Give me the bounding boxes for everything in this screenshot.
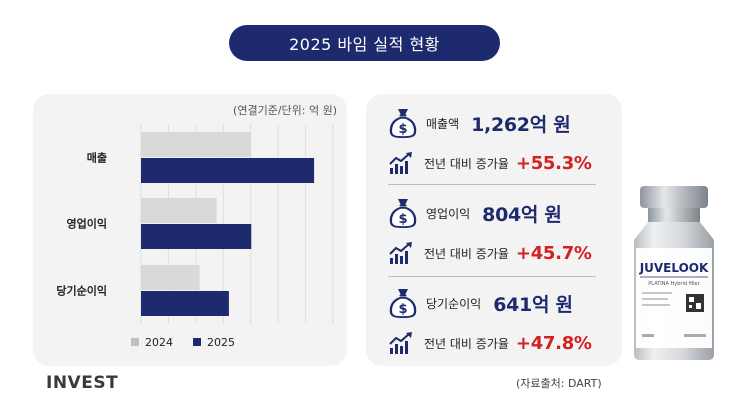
money-bag-icon: $	[389, 199, 417, 228]
vial-subtitle-text: PLATINA Hybrid filler	[648, 281, 700, 287]
vial-brand-text: JUVELOOK	[639, 261, 709, 275]
growth-label: 전년 대비 증가율	[424, 336, 509, 351]
category-label: 당기순이익	[56, 284, 107, 298]
kpi-label: 영업이익	[426, 206, 471, 221]
growth-chart-icon	[389, 332, 412, 354]
brand-logo: INVEST	[46, 373, 119, 393]
money-bag-icon: $	[389, 289, 417, 318]
legend-swatch	[131, 338, 139, 346]
kpi-value: 641억 원	[493, 293, 573, 316]
svg-text:$: $	[398, 212, 407, 227]
growth-chart-icon	[389, 152, 412, 174]
kpi-label: 매출액	[426, 116, 460, 131]
kpi-net-income: $ 당기순이익 641억 원 전년 대비 증가율 +47.8%	[366, 280, 622, 366]
bar-2024-2	[141, 198, 217, 223]
kpi-divider	[388, 276, 596, 277]
growth-label: 전년 대비 증가율	[424, 156, 509, 171]
unit-note: (연결기준/단위: 억 원)	[233, 104, 337, 117]
bar-2024-1	[141, 132, 251, 157]
bar-2025-1	[141, 158, 315, 183]
product-vial-image: JUVELOOK PLATINA Hybrid filler	[634, 186, 714, 360]
legend-label: 2025	[207, 336, 235, 349]
page-title: 2025 바임 실적 현황	[229, 25, 500, 61]
bar-2025-2	[141, 224, 252, 249]
kpi-revenue: $ 매출액 1,262억 원 전년 대비 증가율 +55.3%	[366, 100, 622, 186]
growth-label: 전년 대비 증가율	[424, 246, 509, 261]
kpi-value: 804억 원	[482, 203, 562, 226]
kpi-card: $ 매출액 1,262억 원 전년 대비 증가율 +55.3%	[366, 94, 622, 366]
kpi-operating-profit: $ 영업이익 804억 원 전년 대비 증가율 +45.7%	[366, 190, 622, 276]
growth-value: +47.8%	[515, 332, 592, 354]
legend-swatch	[193, 338, 201, 346]
svg-text:$: $	[398, 122, 407, 137]
kpi-value: 1,262억 원	[471, 113, 571, 136]
svg-text:$: $	[398, 302, 407, 317]
category-label: 영업이익	[67, 217, 107, 231]
kpi-label: 당기순이익	[426, 296, 482, 311]
source-note: (자료출처: DART)	[516, 377, 602, 390]
legend-label: 2024	[145, 336, 173, 349]
category-label: 매출	[87, 151, 107, 165]
growth-value: +55.3%	[515, 152, 592, 174]
growth-value: +45.7%	[515, 242, 592, 264]
money-bag-icon: $	[389, 109, 417, 138]
bar-2025-3	[141, 291, 229, 316]
kpi-divider	[388, 184, 596, 185]
bar-2024-3	[141, 265, 200, 290]
growth-chart-icon	[389, 242, 412, 264]
